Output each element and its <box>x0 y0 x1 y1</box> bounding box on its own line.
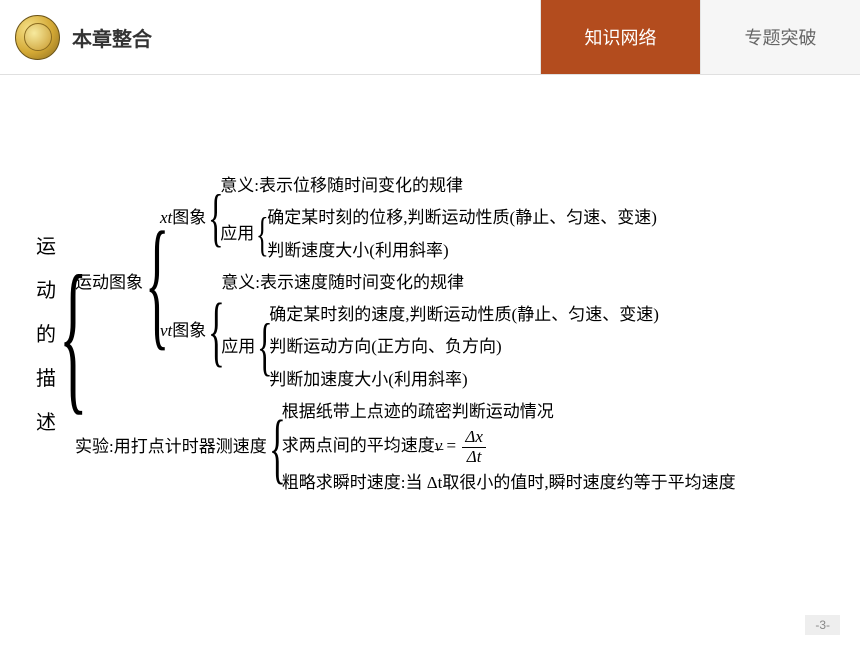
frac-den: Δt <box>464 448 485 467</box>
xt-app-2: 判断速度大小(利用斜率) <box>267 235 657 267</box>
exp-eq: = <box>447 436 461 455</box>
exp-line2: 求两点间的平均速度v_ = Δx Δt <box>282 428 736 466</box>
coin-inner-icon <box>24 23 52 51</box>
brace-xt: { <box>208 186 213 251</box>
brace-xt-app: { <box>256 211 261 259</box>
tab-topic-breakthrough[interactable]: 专题突破 <box>700 0 860 74</box>
exp-line1: 根据纸带上点迹的疏密判断运动情况 <box>282 396 736 428</box>
vt-app-3: 判断加速度大小(利用斜率) <box>269 364 659 396</box>
exp-line3: 粗略求瞬时速度:当 Δt取很小的值时,瞬时速度约等于平均速度 <box>282 467 736 499</box>
xt-app-1: 确定某时刻的位移,判断运动性质(静止、匀速、变速) <box>267 202 657 234</box>
section-graphs: 运动图象 { xt图象 { 意义:表示位移随时间变化的规律 应用 { 确定某时刻… <box>75 170 736 396</box>
fraction-icon: Δx Δt <box>462 428 486 466</box>
xt-meaning: 意义:表示位移随时间变化的规律 <box>220 170 657 202</box>
vt-branch: vt图象 { 意义:表示速度随时间变化的规律 应用 { 确定某时刻的速度,判断运… <box>160 267 659 396</box>
vt-app-2: 判断运动方向(正方向、负方向) <box>269 331 659 363</box>
frac-num: Δx <box>462 428 486 448</box>
brace-experiment: { <box>269 409 274 487</box>
header-bar: 本章整合 知识网络 专题突破 <box>0 0 860 75</box>
page-title: 本章整合 <box>72 23 152 52</box>
experiment-label: 实验:用打点计时器测速度 <box>75 431 267 463</box>
brace-root: { <box>59 170 64 499</box>
header-left: 本章整合 <box>0 0 540 74</box>
section-experiment: 实验:用打点计时器测速度 { 根据纸带上点迹的疏密判断运动情况 求两点间的平均速… <box>75 396 736 499</box>
vt-app-1: 确定某时刻的速度,判断运动性质(静止、匀速、变速) <box>269 299 659 331</box>
xt-app-label: 应用 <box>220 218 254 250</box>
tab-knowledge-network[interactable]: 知识网络 <box>540 0 700 74</box>
brace-graphs: { <box>145 211 150 356</box>
exp-line2-pre: 求两点间的平均速度 <box>282 436 435 455</box>
vt-meaning: 意义:表示速度随时间变化的规律 <box>221 267 659 299</box>
coin-icon <box>15 15 60 60</box>
diagram-content: 运动的描述 { 运动图象 { xt图象 { 意义:表示位移随时间变化的规律 应用… <box>0 75 860 499</box>
brace-vt: { <box>208 292 213 370</box>
xt-branch: xt图象 { 意义:表示位移随时间变化的规律 应用 { 确定某时刻的位移,判断运… <box>160 170 659 267</box>
root-label: 运动的描述 <box>35 170 57 499</box>
page-number: -3- <box>805 615 840 635</box>
brace-vt-app: { <box>257 315 262 380</box>
vt-app-label: 应用 <box>221 331 255 363</box>
